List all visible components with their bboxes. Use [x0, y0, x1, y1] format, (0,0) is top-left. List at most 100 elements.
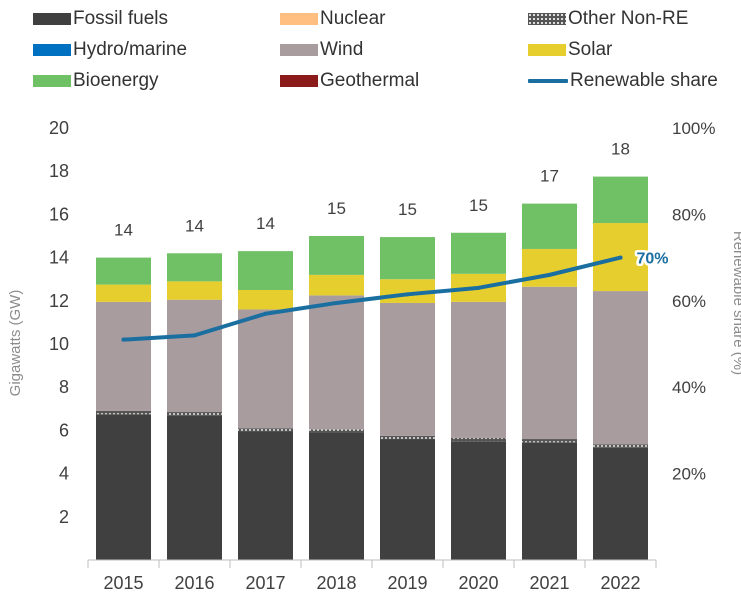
- bar-solar-2017: [238, 290, 293, 310]
- bar-bioenergy-2018: [309, 236, 364, 275]
- renewable-share-point-2015: [121, 337, 126, 342]
- y2-tick-label-20: 20%: [672, 465, 706, 484]
- legend-item-hydro-marine: Hydro/marine: [33, 37, 187, 63]
- bar-fossil-fuels-2016: [167, 415, 222, 560]
- bar-bioenergy-2020: [451, 232, 506, 274]
- bar-other-non-re-2022: [593, 444, 648, 448]
- legend-swatch-solar: [528, 44, 566, 56]
- bar-total-label-2018: 15: [327, 199, 346, 218]
- legend-label-nuclear: Nuclear: [320, 8, 386, 29]
- legend-item-renewable-share: Renewable share: [528, 68, 718, 94]
- legend-item-solar: Solar: [528, 37, 612, 63]
- renewable-share-point-2017: [263, 311, 268, 316]
- line-layer: [121, 255, 623, 342]
- renewable-share-point-2021: [547, 272, 552, 277]
- bar-other-non-re-2018: [309, 429, 364, 433]
- bar-wind-2015: [96, 301, 151, 411]
- bar-bioenergy-2022: [593, 176, 648, 224]
- bar-fossil-fuels-2017: [238, 431, 293, 560]
- legend-item-wind: Wind: [280, 37, 363, 63]
- bar-other-non-re-2015: [96, 410, 151, 415]
- bar-bioenergy-2015: [96, 257, 151, 285]
- bar-solar-2015: [96, 284, 151, 302]
- legend-label-solar: Solar: [568, 39, 613, 60]
- legend-swatch-hydro-marine: [33, 44, 71, 56]
- bar-bioenergy-2021: [522, 203, 577, 249]
- bar-total-label-2016: 14: [185, 216, 204, 235]
- bar-total-label-2022: 18: [611, 140, 630, 159]
- x-tick-label-2019: 2019: [387, 573, 427, 593]
- legend-swatch-other-non-re: [528, 13, 566, 25]
- renewable-share-point-2018: [334, 300, 339, 305]
- bar-solar-2016: [167, 281, 222, 300]
- bar-other-non-re-2020: [451, 437, 506, 442]
- renewable-share-end-label-halo: 70%: [637, 251, 669, 268]
- bar-wind-2017: [238, 309, 293, 429]
- bar-solar-2018: [309, 274, 364, 296]
- y-tick-label-12: 12: [49, 291, 69, 311]
- y-tick-label-16: 16: [49, 204, 69, 224]
- legend-item-bioenergy: Bioenergy: [33, 68, 159, 94]
- x-tick-label-2021: 2021: [529, 573, 569, 593]
- legend-label-hydro-marine: Hydro/marine: [73, 39, 188, 60]
- y-tick-label-4: 4: [59, 464, 69, 484]
- y2-tick-label-40: 40%: [672, 378, 706, 397]
- bar-bioenergy-2019: [380, 237, 435, 280]
- renewable-share-point-2020: [476, 285, 481, 290]
- bar-solar-2021: [522, 248, 577, 287]
- bar-total-label-2020: 15: [469, 196, 488, 215]
- x-tick-label-2015: 2015: [103, 573, 143, 593]
- legend-swatch-geothermal: [280, 75, 318, 87]
- bar-fossil-fuels-2018: [309, 432, 364, 560]
- legend-swatch-nuclear: [280, 13, 318, 25]
- legend-swatch-bioenergy: [33, 75, 71, 87]
- bar-other-non-re-2021: [522, 439, 577, 443]
- renewable-share-end-label: 70%: [637, 251, 669, 268]
- y-tick-label-6: 6: [59, 420, 69, 440]
- legend-swatch-renewable-share: [528, 79, 568, 83]
- legend-label-geothermal: Geothermal: [320, 70, 420, 91]
- bar-fossil-fuels-2015: [96, 414, 151, 560]
- bar-other-non-re-2019: [380, 435, 435, 440]
- legend-swatch-fossil-fuels: [33, 13, 71, 25]
- bar-total-label-2019: 15: [398, 200, 417, 219]
- legend-item-nuclear: Nuclear: [280, 6, 385, 32]
- bar-wind-2021: [522, 286, 577, 440]
- bar-total-label-2021: 17: [540, 167, 559, 186]
- y-tick-label-10: 10: [49, 334, 69, 354]
- bar-fossil-fuels-2022: [593, 447, 648, 560]
- bar-wind-2018: [309, 295, 364, 430]
- renewable-share-point-2016: [192, 333, 197, 338]
- legend-swatch-wind: [280, 44, 318, 56]
- bar-other-non-re-2016: [167, 412, 222, 416]
- y-tick-label-20: 20: [49, 118, 69, 138]
- x-tick-label-2017: 2017: [245, 573, 285, 593]
- x-tick-label-2016: 2016: [174, 573, 214, 593]
- x-tick-label-2020: 2020: [458, 573, 498, 593]
- bar-total-label-2017: 14: [256, 214, 275, 233]
- y2-tick-label-80: 80%: [672, 205, 706, 224]
- legend-item-other-non-re: Other Non-RE: [528, 6, 688, 32]
- bar-fossil-fuels-2020: [451, 441, 506, 560]
- renewable-share-line: [121, 255, 623, 342]
- y-tick-label-14: 14: [49, 248, 69, 268]
- bar-fossil-fuels-2021: [522, 442, 577, 560]
- legend-item-geothermal: Geothermal: [280, 68, 419, 94]
- bar-bioenergy-2016: [167, 253, 222, 282]
- bar-total-label-2015: 14: [114, 221, 133, 240]
- y2-axis-title: Renewable share (%): [730, 231, 741, 375]
- bars-layer: [96, 176, 648, 560]
- renewable-share-point-2019: [405, 292, 410, 297]
- bar-wind-2020: [451, 301, 506, 438]
- legend-label-renewable-share: Renewable share: [570, 70, 718, 91]
- bar-fossil-fuels-2019: [380, 439, 435, 560]
- renewable-share-point-2022: [618, 255, 623, 260]
- axes-layer: 2015 2016 2017 2018 2019 2020 2021 202224681012…: [49, 118, 716, 593]
- bar-wind-2016: [167, 299, 222, 413]
- y-tick-label-2: 2: [59, 507, 69, 527]
- legend-item-fossil-fuels: Fossil fuels: [33, 6, 168, 32]
- bar-wind-2022: [593, 291, 648, 445]
- y2-tick-label-60: 60%: [672, 292, 706, 311]
- x-tick-label-2018: 2018: [316, 573, 356, 593]
